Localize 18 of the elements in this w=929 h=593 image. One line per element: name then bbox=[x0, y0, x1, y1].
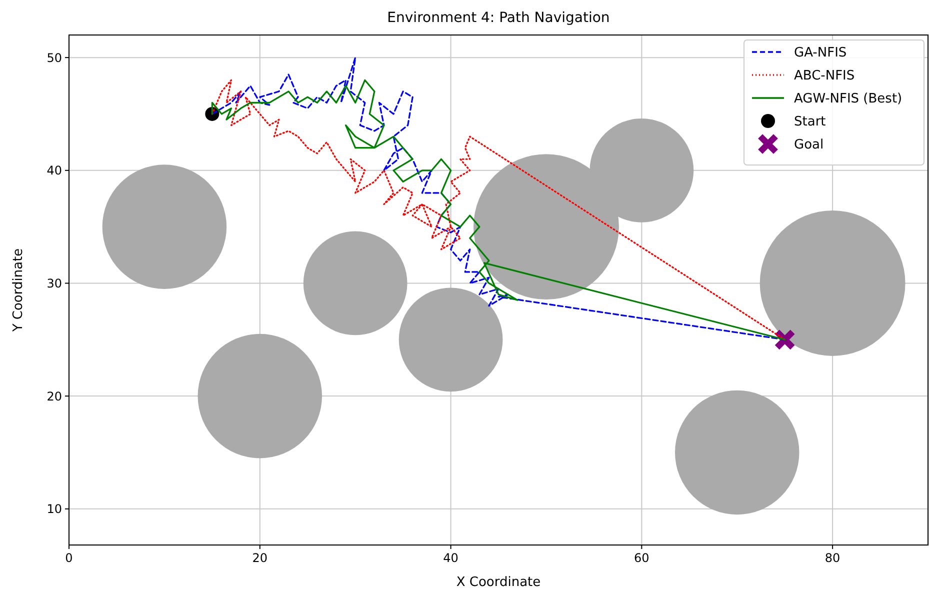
x-tick-label: 80 bbox=[824, 551, 840, 565]
y-tick-label: 30 bbox=[46, 276, 62, 290]
x-tick-label: 40 bbox=[443, 551, 458, 565]
legend-label: AGW-NFIS (Best) bbox=[794, 92, 902, 107]
x-tick-label: 0 bbox=[65, 551, 73, 565]
legend-label: ABC-NFIS bbox=[794, 68, 855, 84]
legend-label: Start bbox=[794, 114, 826, 130]
y-tick-label: 40 bbox=[46, 164, 62, 178]
y-tick-label: 10 bbox=[46, 502, 62, 516]
y-tick-label: 20 bbox=[46, 389, 62, 404]
y-tick-label: 50 bbox=[46, 50, 62, 65]
legend-label: Goal bbox=[794, 138, 824, 153]
chart-title: Environment 4: Path Navigation bbox=[387, 10, 610, 26]
x-axis-title: X Coordinate bbox=[456, 575, 541, 590]
y-axis-title: Y Coordinate bbox=[11, 248, 26, 333]
x-tick-label: 20 bbox=[252, 551, 268, 565]
x-tick-label: 60 bbox=[634, 551, 650, 565]
legend-label: GA-NFIS bbox=[794, 46, 847, 61]
